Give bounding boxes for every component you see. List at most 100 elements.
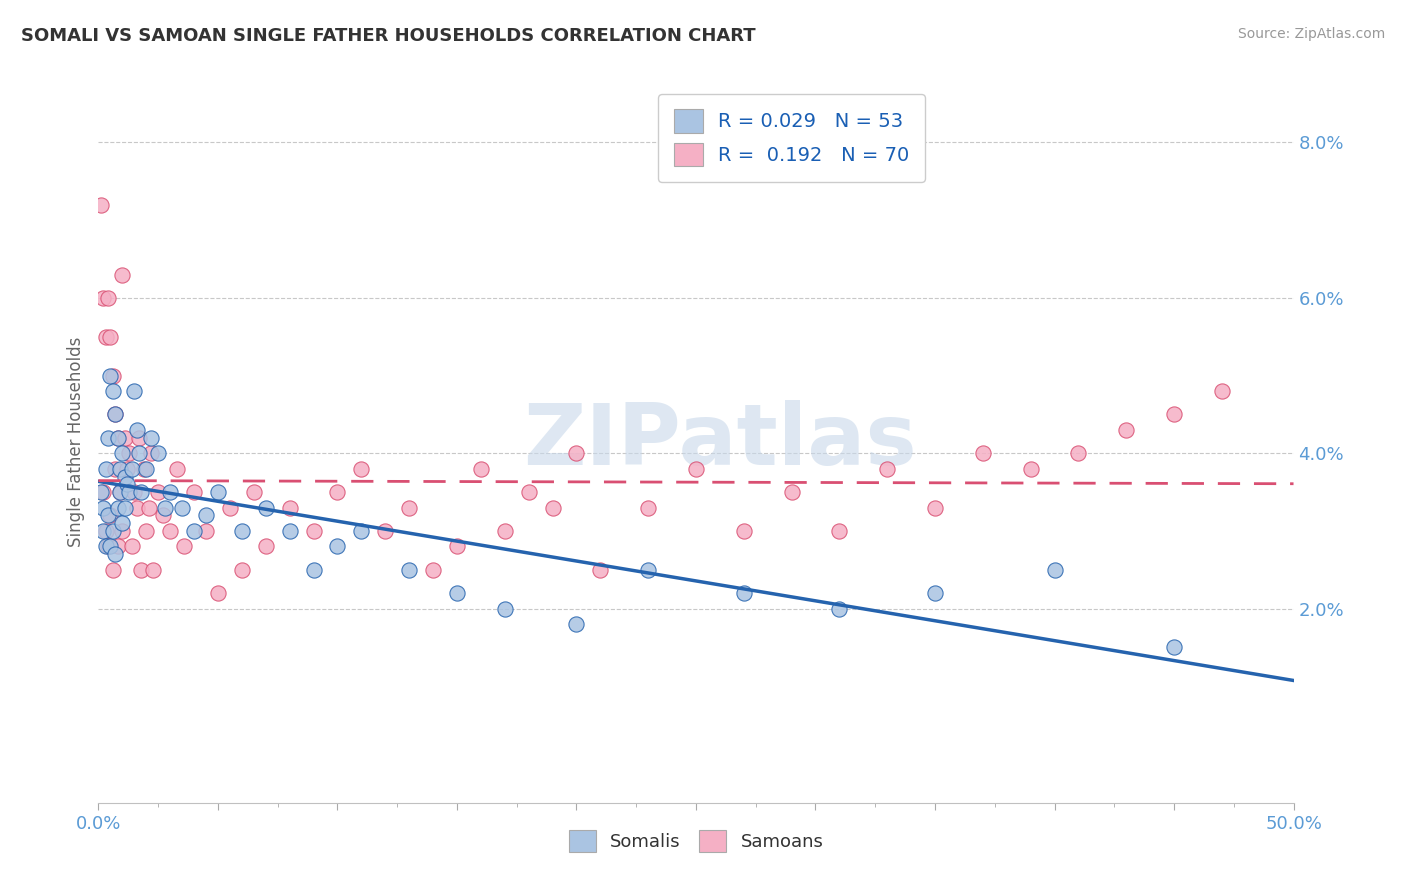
Y-axis label: Single Father Households: Single Father Households (66, 336, 84, 547)
Text: SOMALI VS SAMOAN SINGLE FATHER HOUSEHOLDS CORRELATION CHART: SOMALI VS SAMOAN SINGLE FATHER HOUSEHOLD… (21, 27, 755, 45)
Point (104, 408, 127, 422)
Point (541, 500, 564, 515)
Point (1067, 446, 1090, 460)
Point (254, 500, 277, 515)
Point (780, 485, 803, 500)
Point (1163, 640, 1185, 655)
Point (1163, 408, 1185, 422)
Point (207, 485, 229, 500)
Text: Source: ZipAtlas.com: Source: ZipAtlas.com (1237, 27, 1385, 41)
Point (91, 485, 114, 500)
Point (924, 586, 946, 600)
Point (733, 524, 755, 538)
Point (104, 408, 127, 422)
Point (104, 461, 127, 475)
Point (124, 485, 146, 500)
Point (111, 516, 134, 530)
Point (135, 461, 157, 475)
Point (90, 485, 112, 500)
Point (173, 540, 195, 554)
Point (152, 508, 174, 523)
Point (207, 586, 229, 600)
Point (101, 368, 124, 383)
Point (470, 461, 492, 475)
Point (138, 500, 160, 515)
Point (1019, 461, 1042, 475)
Point (139, 431, 162, 445)
Point (565, 446, 588, 460)
Point (159, 485, 181, 500)
Point (107, 431, 129, 445)
Point (183, 524, 205, 538)
Point (97, 540, 120, 554)
Point (101, 524, 124, 538)
Point (565, 617, 588, 632)
Point (107, 431, 129, 445)
Point (350, 461, 373, 475)
Point (278, 524, 301, 538)
Point (118, 485, 141, 500)
Point (166, 461, 188, 475)
Point (97, 508, 120, 523)
Point (494, 601, 516, 615)
Point (94, 461, 117, 475)
Point (128, 446, 150, 460)
Point (131, 563, 153, 577)
Point (231, 524, 253, 538)
Point (90, 197, 112, 211)
Point (924, 500, 946, 515)
Point (108, 485, 131, 500)
Point (326, 485, 349, 500)
Point (124, 384, 146, 398)
Point (446, 540, 468, 554)
Point (94, 329, 117, 343)
Point (121, 540, 143, 554)
Point (1115, 423, 1137, 437)
Point (1043, 563, 1066, 577)
Point (685, 461, 707, 475)
Point (107, 540, 129, 554)
Point (91, 500, 114, 515)
Point (637, 500, 659, 515)
Point (91, 524, 114, 538)
Point (115, 477, 138, 491)
Point (132, 461, 155, 475)
Point (118, 446, 141, 460)
Point (159, 524, 181, 538)
Point (108, 461, 131, 475)
Point (494, 524, 516, 538)
Point (94, 524, 117, 538)
Point (98, 368, 122, 383)
Point (125, 423, 148, 437)
Point (637, 563, 659, 577)
Point (101, 563, 124, 577)
Point (97, 291, 120, 305)
Point (97, 431, 120, 445)
Point (302, 524, 325, 538)
Point (828, 524, 851, 538)
Point (326, 540, 349, 554)
Point (104, 547, 127, 561)
Point (398, 500, 420, 515)
Point (172, 500, 194, 515)
Point (108, 485, 131, 500)
Point (107, 500, 129, 515)
Point (125, 500, 148, 515)
Point (148, 446, 170, 460)
Point (243, 485, 266, 500)
Point (828, 601, 851, 615)
Point (115, 461, 138, 475)
Point (589, 563, 612, 577)
Point (111, 524, 134, 538)
Point (114, 469, 136, 483)
Point (131, 485, 153, 500)
Point (219, 500, 242, 515)
Point (114, 431, 136, 445)
Point (148, 485, 170, 500)
Point (139, 446, 162, 460)
Point (91, 291, 114, 305)
Point (350, 524, 373, 538)
Point (972, 446, 994, 460)
Point (114, 500, 136, 515)
Point (98, 329, 122, 343)
